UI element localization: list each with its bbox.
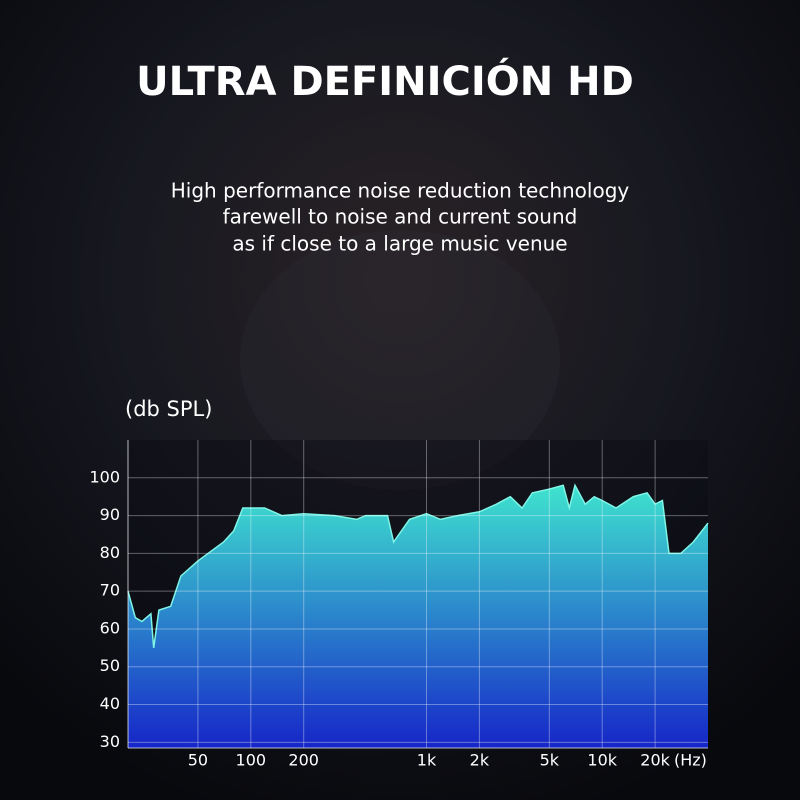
subtitle: High performance noise reduction technol… xyxy=(171,179,630,203)
y-axis-label: (db SPL) xyxy=(125,397,212,421)
area xyxy=(128,485,708,748)
y-tick-label: 80 xyxy=(100,543,120,562)
y-tick-label: 60 xyxy=(100,618,120,637)
x-tick-label: 1k xyxy=(417,751,437,770)
y-tick-label: 90 xyxy=(100,505,120,524)
face-silhouette xyxy=(240,230,560,490)
subtitle: as if close to a large music venue xyxy=(232,232,567,256)
x-tick-label: 200 xyxy=(288,751,319,770)
y-tick-label: 100 xyxy=(89,467,120,486)
x-tick-label: 5k xyxy=(540,751,560,770)
y-tick-label: 70 xyxy=(100,581,120,600)
x-tick-label: 20k xyxy=(640,751,670,770)
line xyxy=(127,483,709,649)
subtitle: farewell to noise and current sound xyxy=(223,205,578,229)
x-tick-label: 50 xyxy=(188,751,208,770)
y-tick-label: 40 xyxy=(100,694,120,713)
chart-title: ULTRA DEFINICIÓN HD xyxy=(136,57,634,105)
x-axis-label: (Hz) xyxy=(674,751,707,770)
y-tick-label: 50 xyxy=(100,656,120,675)
x-tick-label: 10k xyxy=(587,751,617,770)
x-tick-label: 2k xyxy=(470,751,490,770)
x-tick-label: 100 xyxy=(236,751,267,770)
y-tick-label: 30 xyxy=(100,732,120,751)
